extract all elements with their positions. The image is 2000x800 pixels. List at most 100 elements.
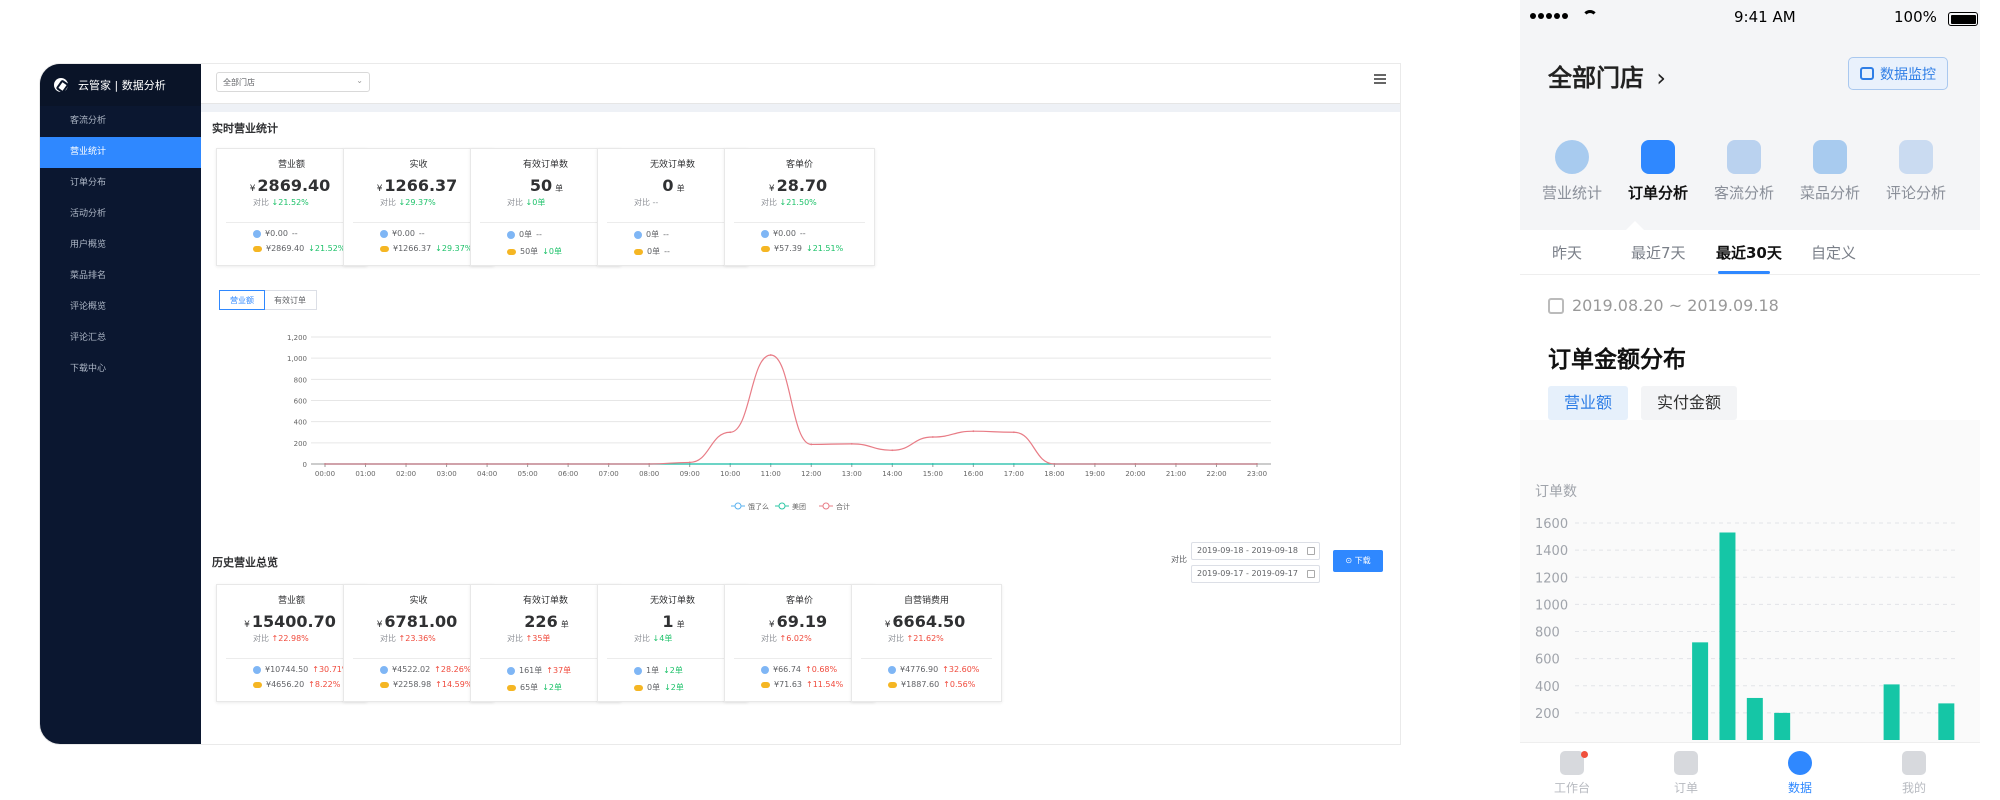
store-switcher[interactable]: 全部门店 ›	[1548, 58, 1666, 93]
card-divider	[607, 658, 738, 659]
platform-change: ↑0.68%	[805, 665, 838, 674]
platform-value: ¥0.00	[392, 229, 415, 238]
data-point	[850, 463, 853, 465]
legend-item[interactable]: 美团	[775, 502, 806, 511]
sidebar-item[interactable]: 活动分析	[70, 209, 107, 219]
kpi-compare-label: 对比	[380, 634, 396, 643]
kpi-value: 28.70	[776, 176, 828, 195]
kpi-platform-row: ¥4656.20 ↑8.22%	[217, 680, 366, 689]
data-point	[729, 463, 732, 465]
date-range-current[interactable]: 2019-09-18 - 2019-09-18	[1191, 542, 1320, 560]
mobile-header: 9:41 AM 100% 全部门店 › 数据监控 营业统计 订单分析 客流分析 菜品分…	[1520, 0, 1980, 230]
tabbar-label: 数据	[1787, 781, 1812, 795]
sidebar-item[interactable]: 下载中心	[70, 364, 107, 374]
date-tab[interactable]: 自定义	[1811, 244, 1857, 262]
kpi-compare-value: ↓4单	[652, 634, 673, 643]
mobile-app: 9:41 AM 100% 全部门店 › 数据监控 营业统计 订单分析 客流分析 菜品分…	[1520, 0, 1980, 800]
platform-change: ↓2单	[664, 683, 684, 692]
chip-paid-amount[interactable]: 实付金额	[1641, 386, 1738, 420]
platform-change: --	[663, 230, 669, 239]
legend-item[interactable]: 合计	[819, 502, 850, 511]
date-tab[interactable]: 昨天	[1552, 244, 1583, 262]
sidebar-item[interactable]: 客流分析	[70, 116, 107, 126]
x-tick-label: 22:00	[1206, 470, 1226, 478]
sidebar-item[interactable]: 用户概览	[70, 240, 107, 250]
data-point	[1134, 463, 1137, 465]
date-tab[interactable]: 最近7天	[1631, 244, 1686, 262]
eleme-icon	[634, 230, 642, 239]
sidebar-item[interactable]: 评论概览	[70, 302, 107, 312]
x-tick-label: 18:00	[1044, 470, 1064, 478]
kpi-currency: ¥	[244, 620, 250, 630]
kpi-platform-row: 50单 ↓0单	[471, 246, 620, 257]
category-item[interactable]: 订单分析	[1615, 140, 1701, 203]
tabbar-item[interactable]: 数据	[1760, 751, 1840, 796]
kpi-value-row: 50 单	[471, 176, 620, 195]
kpi-compare-value: ↓21.50%	[779, 198, 817, 207]
x-tick-label: 15:00	[923, 470, 943, 478]
brand[interactable]: 云管家 | 数据分析	[40, 64, 201, 106]
tabbar-item[interactable]: 订单	[1646, 751, 1726, 796]
sidebar-item[interactable]: 订单分布	[70, 178, 107, 188]
menu-icon[interactable]	[1374, 74, 1386, 84]
category-item[interactable]: 营业统计	[1529, 140, 1615, 203]
eleme-icon	[888, 665, 896, 674]
data-point	[972, 463, 975, 465]
platform-value: ¥71.63	[774, 680, 802, 689]
data-point	[364, 463, 367, 465]
x-tick-label: 23:00	[1247, 470, 1267, 478]
sales-stats-icon	[1555, 140, 1589, 174]
kpi-value: 1266.37	[384, 176, 458, 195]
meituan-icon	[761, 681, 770, 688]
platform-change: ↓21.52%	[308, 244, 346, 253]
x-tick-label: 19:00	[1085, 470, 1105, 478]
kpi-compare: 对比 ↑21.62%	[852, 633, 1001, 644]
kpi-value-row: 226 单	[471, 612, 620, 631]
kpi-platform-row: ¥0.00 --	[217, 229, 366, 238]
kpi-value: 6781.00	[384, 612, 458, 631]
tabbar-item[interactable]: 我的	[1874, 751, 1954, 796]
kpi-card: 客单价 ¥28.70 对比 ↓21.50% ¥0.00 -- ¥57.39 ↓21.51%	[724, 148, 875, 266]
x-tick-label: 14:00	[882, 470, 902, 478]
platform-value: ¥10744.50	[265, 665, 309, 674]
kpi-label: 无效订单数	[649, 596, 695, 606]
card-divider	[480, 658, 611, 659]
date-tab[interactable]: 最近30天	[1716, 244, 1782, 262]
category-item[interactable]: 菜品分析	[1787, 140, 1873, 203]
kpi-value-row: ¥6664.50	[852, 612, 1001, 631]
active-tab-indicator	[1718, 271, 1770, 274]
kpi-card: 客单价 ¥69.19 对比 ↑6.02% ¥66.74 ↑0.68% ¥71.63 ↑11.…	[724, 584, 875, 702]
store-select[interactable]: 全部门店 ⌄	[216, 72, 370, 92]
sidebar-item[interactable]: 营业统计	[40, 137, 201, 168]
platform-change: ↓29.37%	[435, 244, 473, 253]
kpi-compare-value: --	[652, 198, 659, 207]
kpi-value: 226	[524, 612, 558, 631]
bar	[1883, 684, 1900, 740]
category-item[interactable]: 评论分析	[1873, 140, 1959, 203]
legend-item[interactable]: 饿了么	[731, 502, 769, 511]
signal-icon	[1530, 13, 1568, 19]
category-item[interactable]: 客流分析	[1701, 140, 1787, 203]
toggle-revenue[interactable]: 营业额	[219, 290, 265, 310]
sidebar-item[interactable]: 菜品排名	[70, 271, 107, 281]
bar	[1719, 532, 1736, 740]
download-label: 下载	[1354, 556, 1371, 565]
date-range-compare[interactable]: 2019-09-17 - 2019-09-17	[1191, 565, 1320, 583]
calendar-icon	[1548, 297, 1564, 314]
kpi-compare-label: 对比	[507, 634, 523, 643]
tabbar-item[interactable]: 工作台	[1532, 751, 1612, 796]
kpi-label: 营业额	[277, 160, 305, 170]
kpi-platform-row: ¥4776.90 ↑32.60%	[852, 665, 1001, 674]
meituan-icon	[253, 245, 262, 252]
data-monitor-button[interactable]: 数据监控	[1848, 57, 1948, 90]
store-title: 全部门店	[1548, 64, 1644, 92]
meituan-icon	[761, 245, 770, 252]
kpi-value-row: ¥28.70	[725, 176, 874, 195]
toggle-orders[interactable]: 有效订单	[274, 296, 306, 305]
download-button[interactable]: ⊙ 下载	[1333, 550, 1383, 572]
sidebar-item[interactable]: 评论汇总	[70, 333, 107, 343]
platform-value: 1单	[646, 666, 660, 675]
bar	[1774, 712, 1791, 740]
chip-revenue[interactable]: 营业额	[1548, 386, 1629, 420]
data-point	[769, 354, 772, 356]
